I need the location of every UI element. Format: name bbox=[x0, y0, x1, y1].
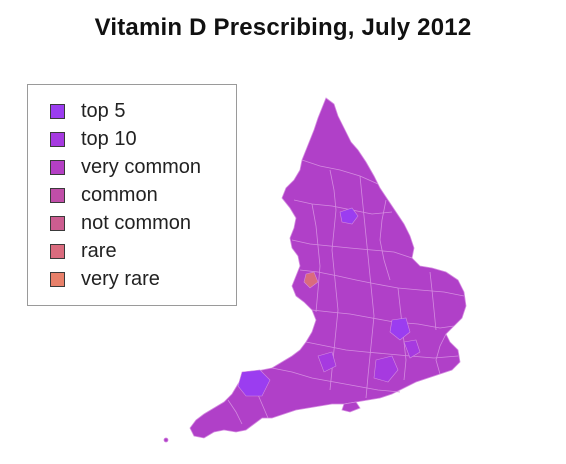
region-top-5 bbox=[389, 317, 411, 341]
legend-swatch bbox=[50, 215, 65, 231]
island-scilly bbox=[163, 437, 169, 443]
legend-label: very rare bbox=[81, 267, 160, 290]
legend-item-common: common bbox=[28, 181, 236, 209]
legend-label: common bbox=[81, 183, 158, 206]
region-top-5 bbox=[339, 207, 359, 225]
legend-item-rare: rare bbox=[28, 237, 236, 265]
map-title: Vitamin D Prescribing, July 2012 bbox=[94, 14, 472, 41]
region-top-10 bbox=[373, 355, 399, 383]
legend-swatch bbox=[50, 159, 65, 175]
legend-label: top 10 bbox=[81, 127, 137, 150]
legend: top 5 top 10 very common common not comm… bbox=[27, 84, 237, 306]
legend-swatch bbox=[50, 103, 65, 119]
region-top-10 bbox=[317, 351, 337, 373]
region-top-5 bbox=[237, 369, 271, 397]
island-isle-of-wight bbox=[341, 401, 361, 413]
legend-label: rare bbox=[81, 239, 117, 262]
england-landmass bbox=[189, 97, 467, 439]
legend-item-very-common: very common bbox=[28, 153, 236, 181]
legend-label: top 5 bbox=[81, 99, 126, 122]
legend-swatch bbox=[50, 131, 65, 147]
legend-item-not-common: not common bbox=[28, 209, 236, 237]
legend-label: very common bbox=[81, 155, 202, 178]
legend-item-top-5: top 5 bbox=[28, 97, 236, 125]
legend-item-top-10: top 10 bbox=[28, 125, 236, 153]
legend-swatch bbox=[50, 243, 65, 259]
region-rare bbox=[303, 271, 319, 289]
legend-item-very-rare: very rare bbox=[28, 265, 236, 293]
legend-label: not common bbox=[81, 211, 192, 234]
legend-swatch bbox=[50, 187, 65, 203]
legend-swatch bbox=[50, 271, 65, 287]
region-top-10 bbox=[403, 339, 421, 359]
